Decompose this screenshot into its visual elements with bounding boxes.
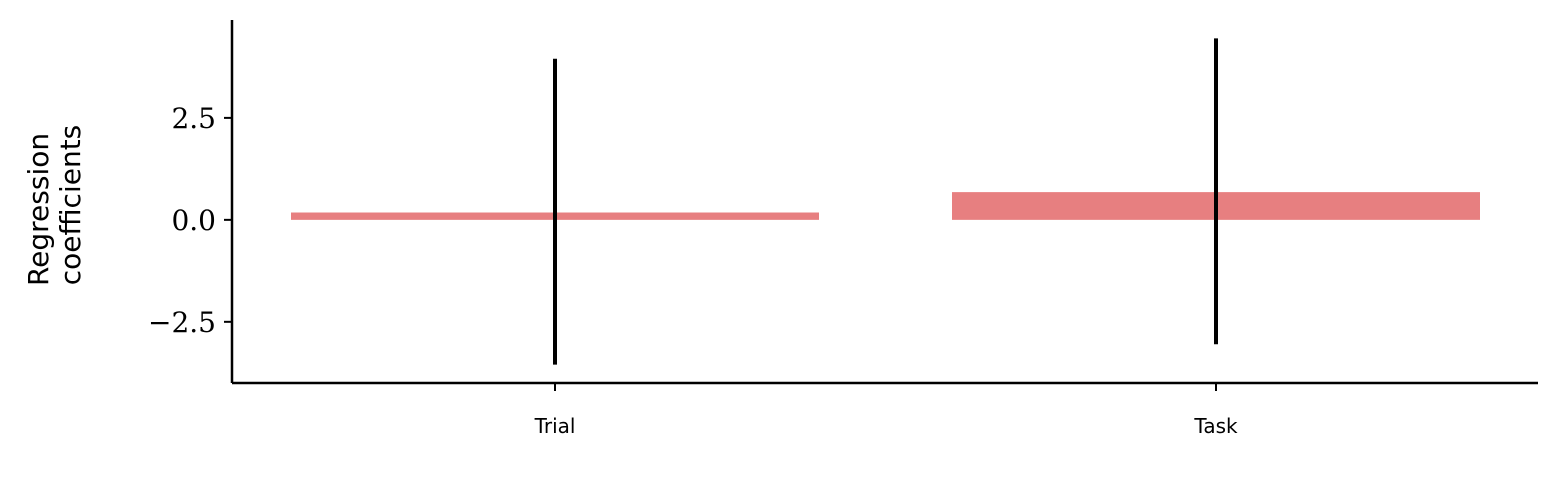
y-axis-label-line-2: coefficients <box>54 125 87 286</box>
y-axis-label-line-1: Regression <box>22 133 55 286</box>
y-tick-label: 2.5 <box>171 102 216 135</box>
x-tick-label-task: Task <box>1193 414 1238 438</box>
x-ticks: Trial Task <box>534 383 1238 438</box>
y-tick-label: 0.0 <box>171 204 216 237</box>
bars <box>291 192 1480 220</box>
error-bars <box>553 38 1218 365</box>
plot-area: 2.5 0.0 −2.5 Trial Task <box>148 20 1538 438</box>
x-tick-label-trial: Trial <box>534 414 576 438</box>
y-ticks: 2.5 0.0 −2.5 <box>148 102 232 339</box>
y-axis-label: Regression coefficients <box>22 124 87 286</box>
y-tick-label: −2.5 <box>148 306 216 339</box>
